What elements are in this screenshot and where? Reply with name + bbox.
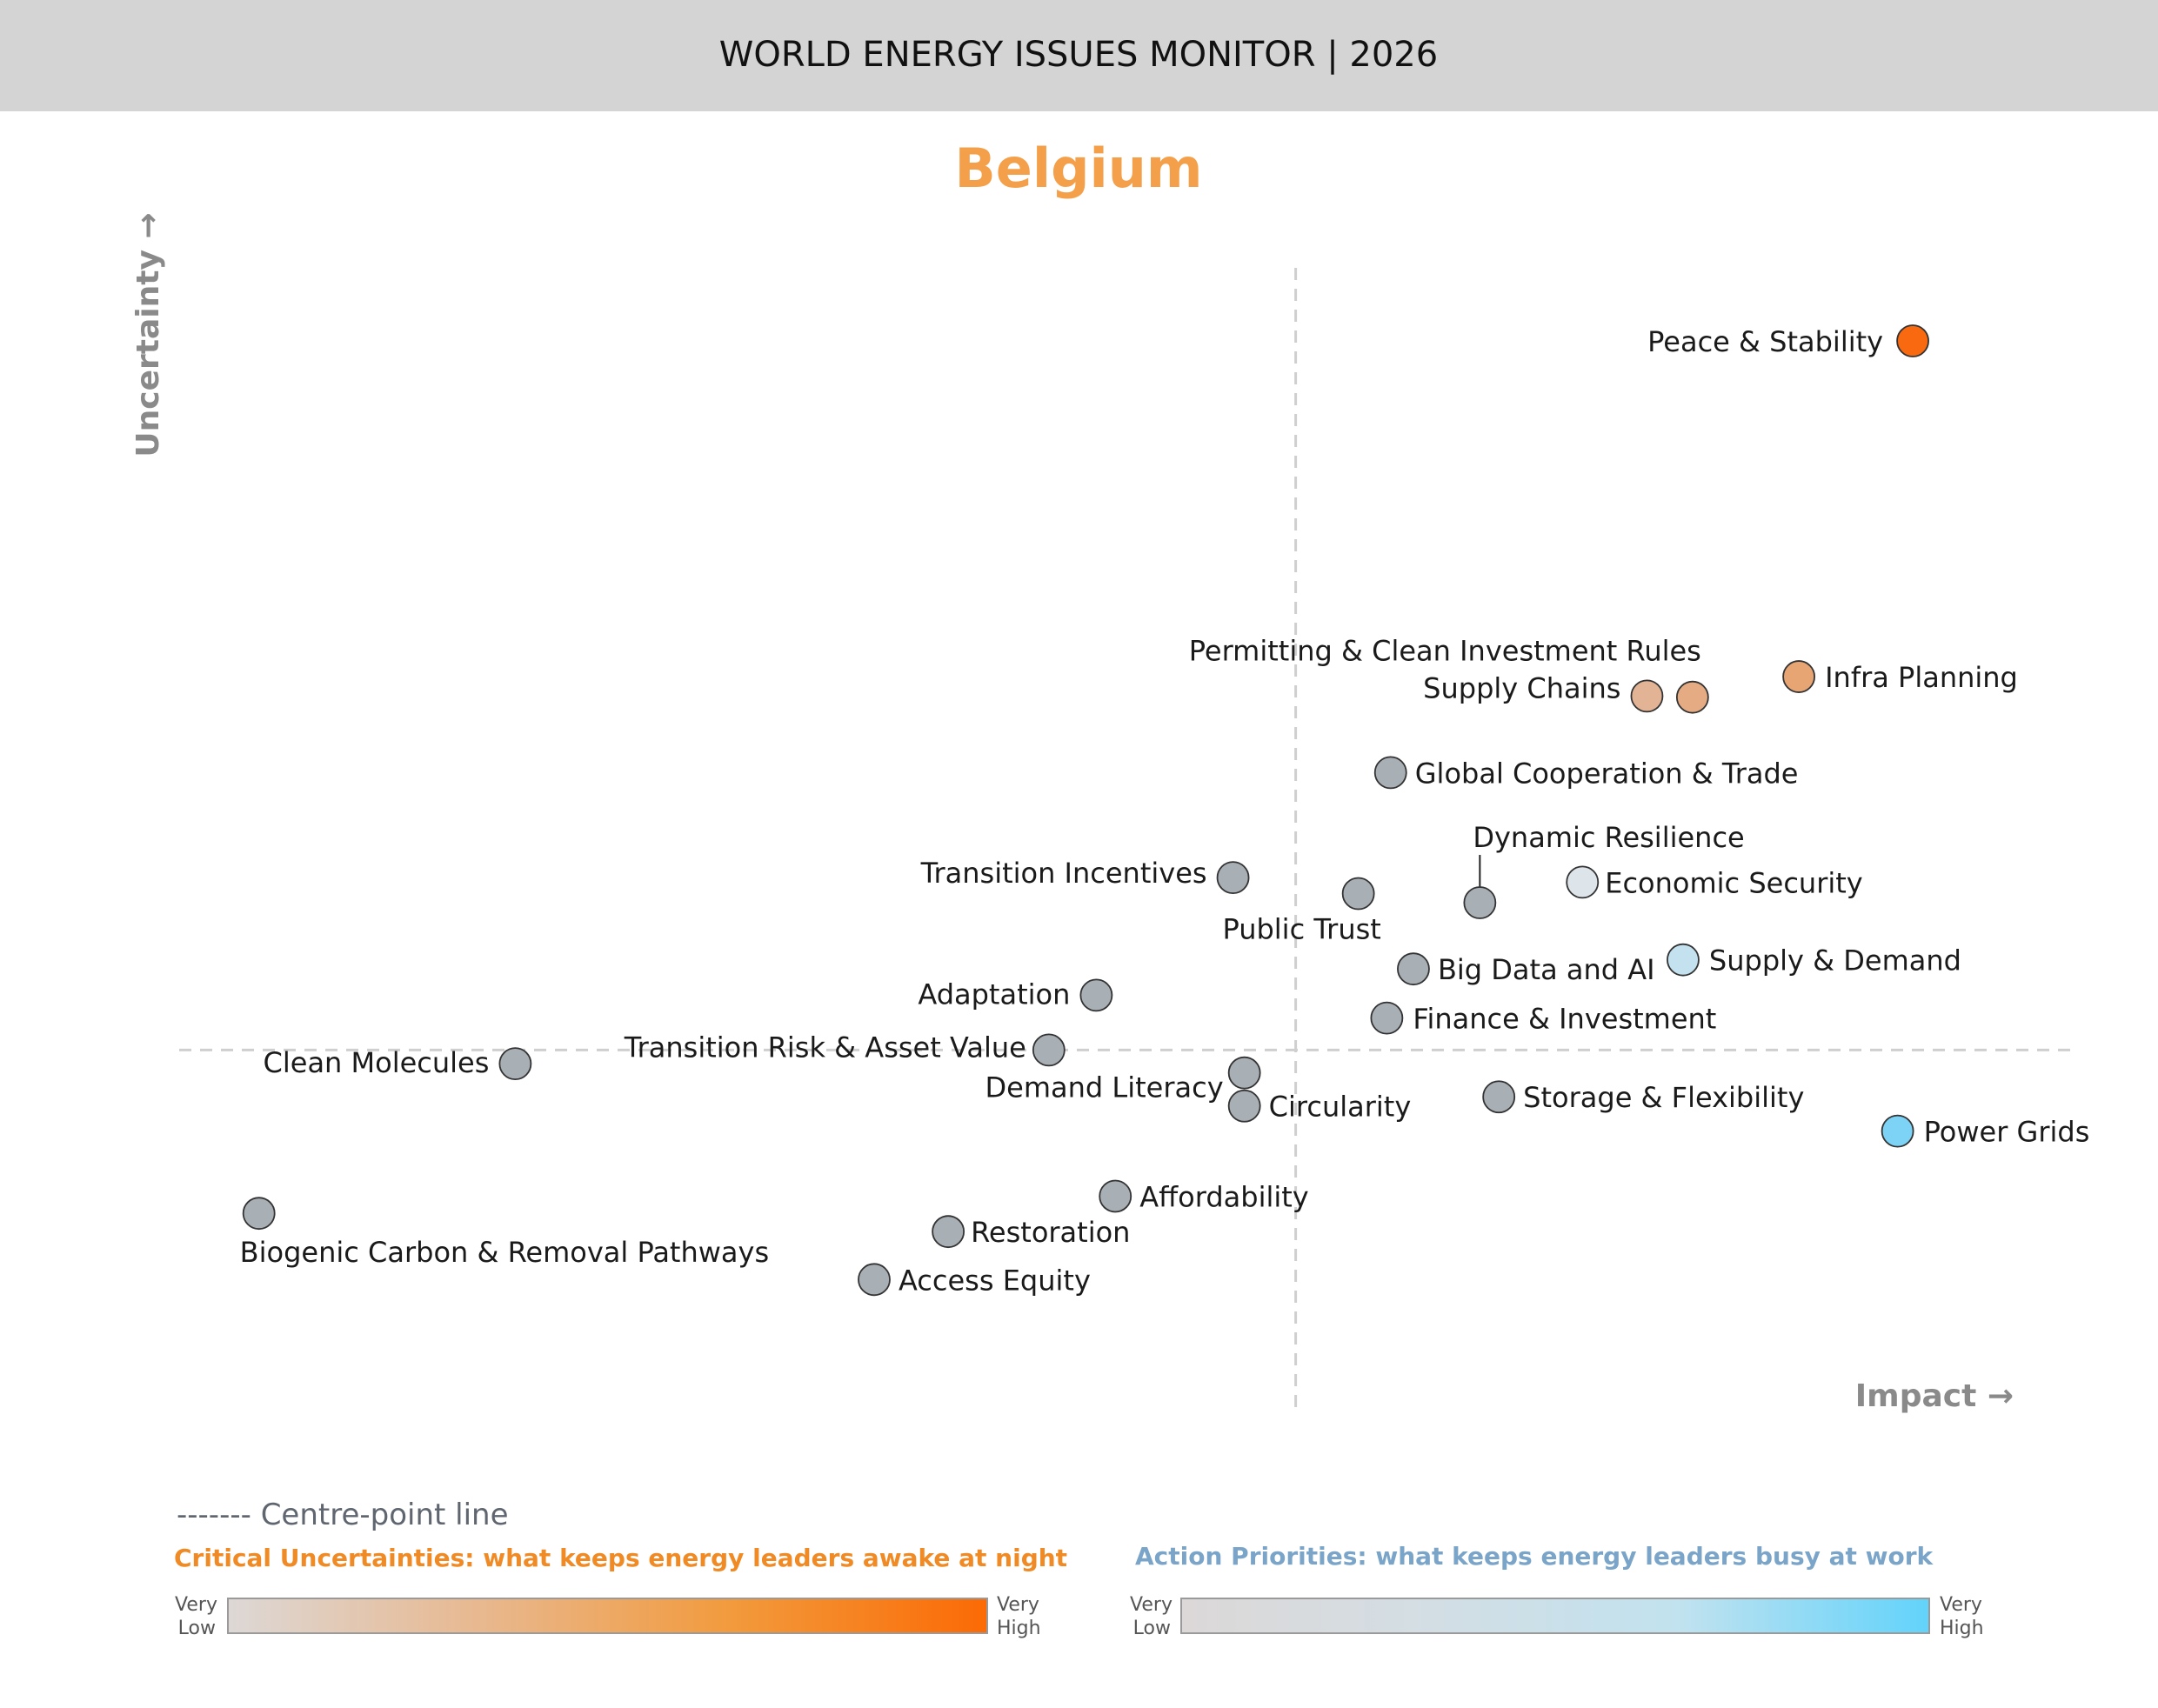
point-label: Global Cooperation & Trade <box>1415 757 1799 790</box>
point-marker[interactable] <box>1482 1080 1516 1114</box>
point-marker[interactable] <box>1099 1179 1132 1213</box>
critical-very-low-label: Very <box>175 1594 217 1616</box>
y-axis-label: Uncertainty → <box>130 212 166 457</box>
point-marker[interactable] <box>1675 680 1709 714</box>
action-very-low-label: Very <box>1130 1594 1173 1616</box>
point-label: Demand Literacy <box>985 1071 1224 1104</box>
critical-uncertainties-title: Critical Uncertainties: what keeps energ… <box>174 1544 1067 1572</box>
centre-line-legend: ------- Centre-point line <box>177 1498 509 1532</box>
point-big-data-and-ai[interactable]: Big Data and AI <box>1397 952 1655 986</box>
point-marker[interactable] <box>1896 324 1929 357</box>
action-gradient-bar <box>1180 1598 1930 1634</box>
point-marker[interactable] <box>1370 1001 1404 1035</box>
point-label: Infra Planning <box>1825 661 2018 694</box>
point-label: Transition Incentives <box>920 857 1207 890</box>
point-label: Affordability <box>1139 1180 1309 1213</box>
point-dynamic-resilience[interactable]: Dynamic Resilience <box>1463 821 1745 919</box>
critical-high-label: High <box>997 1618 1041 1639</box>
point-restoration[interactable]: Restoration <box>932 1215 1130 1249</box>
point-label: Restoration <box>971 1216 1130 1249</box>
point-label: Biogenic Carbon & Removal Pathways <box>240 1236 769 1269</box>
point-marker[interactable] <box>1630 679 1664 713</box>
action-priorities-title: Action Priorities: what keeps energy lea… <box>1135 1542 1934 1571</box>
point-global-cooperation-trade[interactable]: Global Cooperation & Trade <box>1373 756 1799 790</box>
point-marker[interactable] <box>1782 660 1815 693</box>
point-label: Peace & Stability <box>1647 325 1883 358</box>
point-marker[interactable] <box>1079 978 1113 1012</box>
point-access-equity[interactable]: Access Equity <box>858 1263 1091 1297</box>
point-marker[interactable] <box>1463 886 1497 919</box>
point-biogenic-carbon-removal-pathways[interactable]: Biogenic Carbon & Removal Pathways <box>240 1197 769 1269</box>
point-public-trust[interactable]: Public Trust <box>1222 877 1381 946</box>
point-label: Public Trust <box>1222 913 1380 946</box>
point-label: Circularity <box>1269 1091 1412 1124</box>
point-label: Permitting & Clean Investment Rules <box>1189 635 1701 668</box>
point-transition-incentives[interactable]: Transition Incentives <box>920 857 1250 895</box>
point-affordability[interactable]: Affordability <box>1099 1179 1309 1213</box>
point-supply-demand[interactable]: Supply & Demand <box>1667 943 1961 977</box>
point-marker[interactable] <box>1566 865 1600 899</box>
point-infra-planning[interactable]: Infra Planning <box>1782 660 2018 694</box>
critical-very-high-label: Very <box>997 1594 1039 1616</box>
point-marker[interactable] <box>498 1047 532 1081</box>
point-label: Transition Risk & Asset Value <box>624 1031 1026 1064</box>
point-label: Dynamic Resilience <box>1473 821 1744 854</box>
point-marker[interactable] <box>242 1197 276 1231</box>
header-bar <box>0 0 2158 111</box>
point-marker[interactable] <box>1373 756 1407 790</box>
point-marker[interactable] <box>1341 877 1375 911</box>
action-high-label: High <box>1940 1618 1984 1639</box>
point-demand-literacy[interactable]: Demand Literacy <box>985 1056 1261 1104</box>
point-label: Finance & Investment <box>1413 1003 1716 1036</box>
country-title: Belgium <box>955 137 1203 200</box>
point-marker[interactable] <box>1667 943 1700 977</box>
point-label: Supply & Demand <box>1709 944 1961 977</box>
point-marker[interactable] <box>1227 1056 1261 1090</box>
point-marker[interactable] <box>932 1215 965 1249</box>
action-very-high-label: Very <box>1940 1594 1982 1616</box>
point-label: Access Equity <box>899 1264 1091 1297</box>
point-transition-risk-asset-value[interactable]: Transition Risk & Asset Value <box>624 1031 1066 1067</box>
header-title: WORLD ENERGY ISSUES MONITOR | 2026 <box>719 35 1438 75</box>
point-label: Power Grids <box>1924 1116 2090 1149</box>
point-marker[interactable] <box>858 1263 891 1297</box>
point-circularity[interactable]: Circularity <box>1227 1089 1412 1124</box>
point-supply-chains[interactable]: Supply Chains <box>1423 671 1664 713</box>
point-label: Clean Molecules <box>264 1046 490 1079</box>
point-label: Economic Security <box>1605 866 1862 899</box>
point-power-grids[interactable]: Power Grids <box>1881 1114 2090 1149</box>
point-peace-stability[interactable]: Peace & Stability <box>1647 324 1929 358</box>
critical-gradient-bar <box>227 1598 988 1634</box>
point-label: Supply Chains <box>1423 671 1620 704</box>
point-economic-security[interactable]: Economic Security <box>1566 865 1863 899</box>
point-marker[interactable] <box>1397 952 1430 986</box>
point-storage-flexibility[interactable]: Storage & Flexibility <box>1482 1080 1804 1114</box>
point-adaptation[interactable]: Adaptation <box>918 977 1113 1012</box>
action-low-label: Low <box>1133 1618 1171 1639</box>
point-marker[interactable] <box>1032 1033 1066 1067</box>
critical-low-label: Low <box>178 1618 216 1639</box>
point-clean-molecules[interactable]: Clean Molecules <box>264 1046 532 1081</box>
point-label: Storage & Flexibility <box>1523 1081 1804 1114</box>
point-marker[interactable] <box>1216 861 1250 895</box>
x-axis-label: Impact → <box>1855 1378 2014 1414</box>
point-permitting-clean-investment-rules[interactable]: Permitting & Clean Investment Rules <box>1189 635 1709 714</box>
point-marker[interactable] <box>1881 1114 1914 1148</box>
point-label: Adaptation <box>918 977 1070 1011</box>
point-marker[interactable] <box>1227 1089 1261 1123</box>
points-layer: Peace & Stability Infra Planning Supply Ch… <box>240 324 2090 1297</box>
point-label: Big Data and AI <box>1438 953 1655 986</box>
point-finance-investment[interactable]: Finance & Investment <box>1370 1001 1716 1036</box>
